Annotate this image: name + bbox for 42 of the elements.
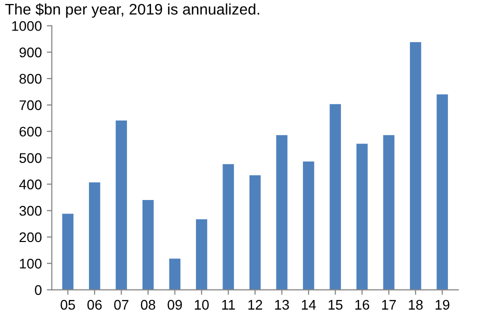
x-tick-label: 07 — [114, 300, 128, 310]
y-tick-label: 800 — [20, 74, 42, 84]
bar — [116, 120, 127, 290]
x-tick-label: 19 — [436, 300, 450, 310]
bar — [302, 161, 314, 290]
x-tick-label: 12 — [248, 300, 262, 310]
x-tick-label: 18 — [408, 300, 423, 310]
x-tick-label: 16 — [355, 300, 370, 310]
y-tick-label: 100 — [20, 258, 42, 269]
x-tick-label: 09 — [168, 300, 182, 310]
y-tick-label: 500 — [19, 153, 42, 163]
bar — [276, 135, 288, 290]
bar — [410, 42, 422, 290]
bar — [88, 182, 100, 290]
x-tick-label: 11 — [222, 300, 235, 310]
x-tick-label: 08 — [140, 300, 156, 310]
bar — [436, 94, 448, 290]
x-tick-label: 13 — [275, 300, 289, 310]
x-tick-label: 15 — [328, 300, 342, 310]
chart-title: The $bn per year, 2019 is annualized. — [5, 3, 260, 18]
bar — [356, 144, 368, 290]
x-tick-label: 05 — [60, 300, 75, 310]
x-tick-label: 06 — [87, 300, 102, 310]
y-tick-label: 700 — [20, 100, 42, 110]
bar — [330, 104, 341, 290]
bar — [383, 135, 394, 290]
bar — [62, 214, 74, 290]
x-tick-label: 14 — [302, 300, 316, 310]
bar — [222, 164, 234, 290]
y-tick-label: 400 — [19, 180, 42, 190]
bar — [249, 175, 261, 290]
bar — [169, 258, 180, 290]
y-tick-label: 600 — [20, 126, 42, 137]
x-tick-label: 17 — [382, 300, 396, 310]
x-tick-label: 10 — [194, 300, 209, 310]
bar — [142, 200, 154, 290]
y-tick-label: 0 — [34, 285, 42, 295]
y-tick-label: 200 — [20, 232, 42, 242]
y-tick-label: 1000 — [12, 21, 42, 31]
bar — [196, 219, 208, 290]
y-tick-label: 900 — [20, 48, 42, 58]
y-tick-label: 300 — [19, 206, 42, 216]
